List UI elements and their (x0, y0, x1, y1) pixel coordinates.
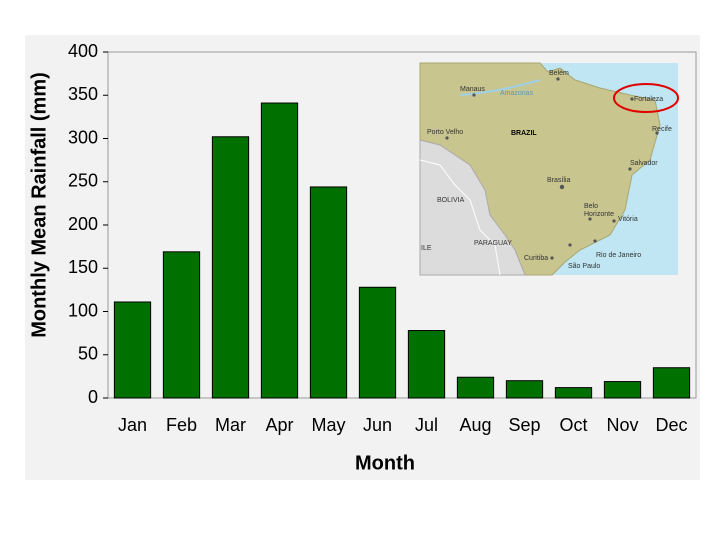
x-tick-label: May (311, 415, 345, 435)
bar (162, 251, 201, 399)
y-axis-label: Monthly Mean Rainfall (mm) (28, 72, 50, 338)
map-label: ILE (421, 245, 432, 252)
y-tick-label: 0 (88, 387, 98, 407)
map-label: Manaus (460, 86, 485, 93)
map-label: Belém (549, 70, 569, 77)
map-label: Fortaleza (634, 96, 663, 103)
map-label: Salvador (630, 160, 658, 167)
map-label: BRAZIL (511, 130, 537, 137)
x-tick-label: Oct (559, 415, 587, 435)
x-axis-label: Month (355, 452, 415, 474)
y-tick-label: 250 (68, 171, 98, 191)
bar (456, 376, 495, 399)
map-label: São Paulo (568, 263, 600, 270)
map-label: Brasília (547, 177, 570, 184)
bar (113, 301, 152, 399)
x-tick-label: Jul (415, 415, 438, 435)
bar (358, 286, 397, 399)
y-tick-label: 300 (68, 127, 98, 147)
map-label: Rio de Janeiro (596, 252, 641, 259)
y-tick-label: 200 (68, 214, 98, 234)
map-label: Porto Velho (427, 129, 463, 136)
map-label: PARAGUAY (474, 240, 512, 247)
x-tick-label: Feb (166, 415, 197, 435)
x-tick-label: Jun (363, 415, 392, 435)
map-label: Curitiba (524, 255, 548, 262)
map-label: Amazonas (500, 90, 534, 97)
y-tick-label: 50 (78, 344, 98, 364)
y-tick-label: 100 (68, 300, 98, 320)
x-tick-label: Jan (118, 415, 147, 435)
bar (505, 380, 544, 399)
x-tick-label: Aug (459, 415, 491, 435)
bar (554, 387, 593, 399)
map-label: Vitória (618, 216, 638, 223)
bar (603, 381, 642, 399)
map-border (419, 159, 501, 276)
bar (407, 330, 446, 399)
highlight-ellipse (613, 83, 679, 113)
x-tick-label: Apr (265, 415, 293, 435)
bar (309, 186, 348, 399)
bar (211, 136, 250, 399)
bar (260, 102, 299, 399)
map-inset: BRAZIL Belém Manaus Amazonas Fortaleza P… (419, 62, 679, 276)
map-label: BOLIVIA (437, 197, 465, 204)
x-tick-label: Dec (655, 415, 687, 435)
y-tick-label: 400 (68, 41, 98, 61)
map-label: Recife (652, 126, 672, 133)
x-tick-label: Nov (606, 415, 638, 435)
y-tick-label: 150 (68, 257, 98, 277)
y-tick-label: 350 (68, 84, 98, 104)
map-label: Horizonte (584, 211, 614, 218)
map-river (459, 79, 541, 96)
x-tick-label: Mar (215, 415, 246, 435)
map-label: Belo (584, 203, 598, 210)
x-tick-label: Sep (508, 415, 540, 435)
bar (652, 367, 691, 399)
